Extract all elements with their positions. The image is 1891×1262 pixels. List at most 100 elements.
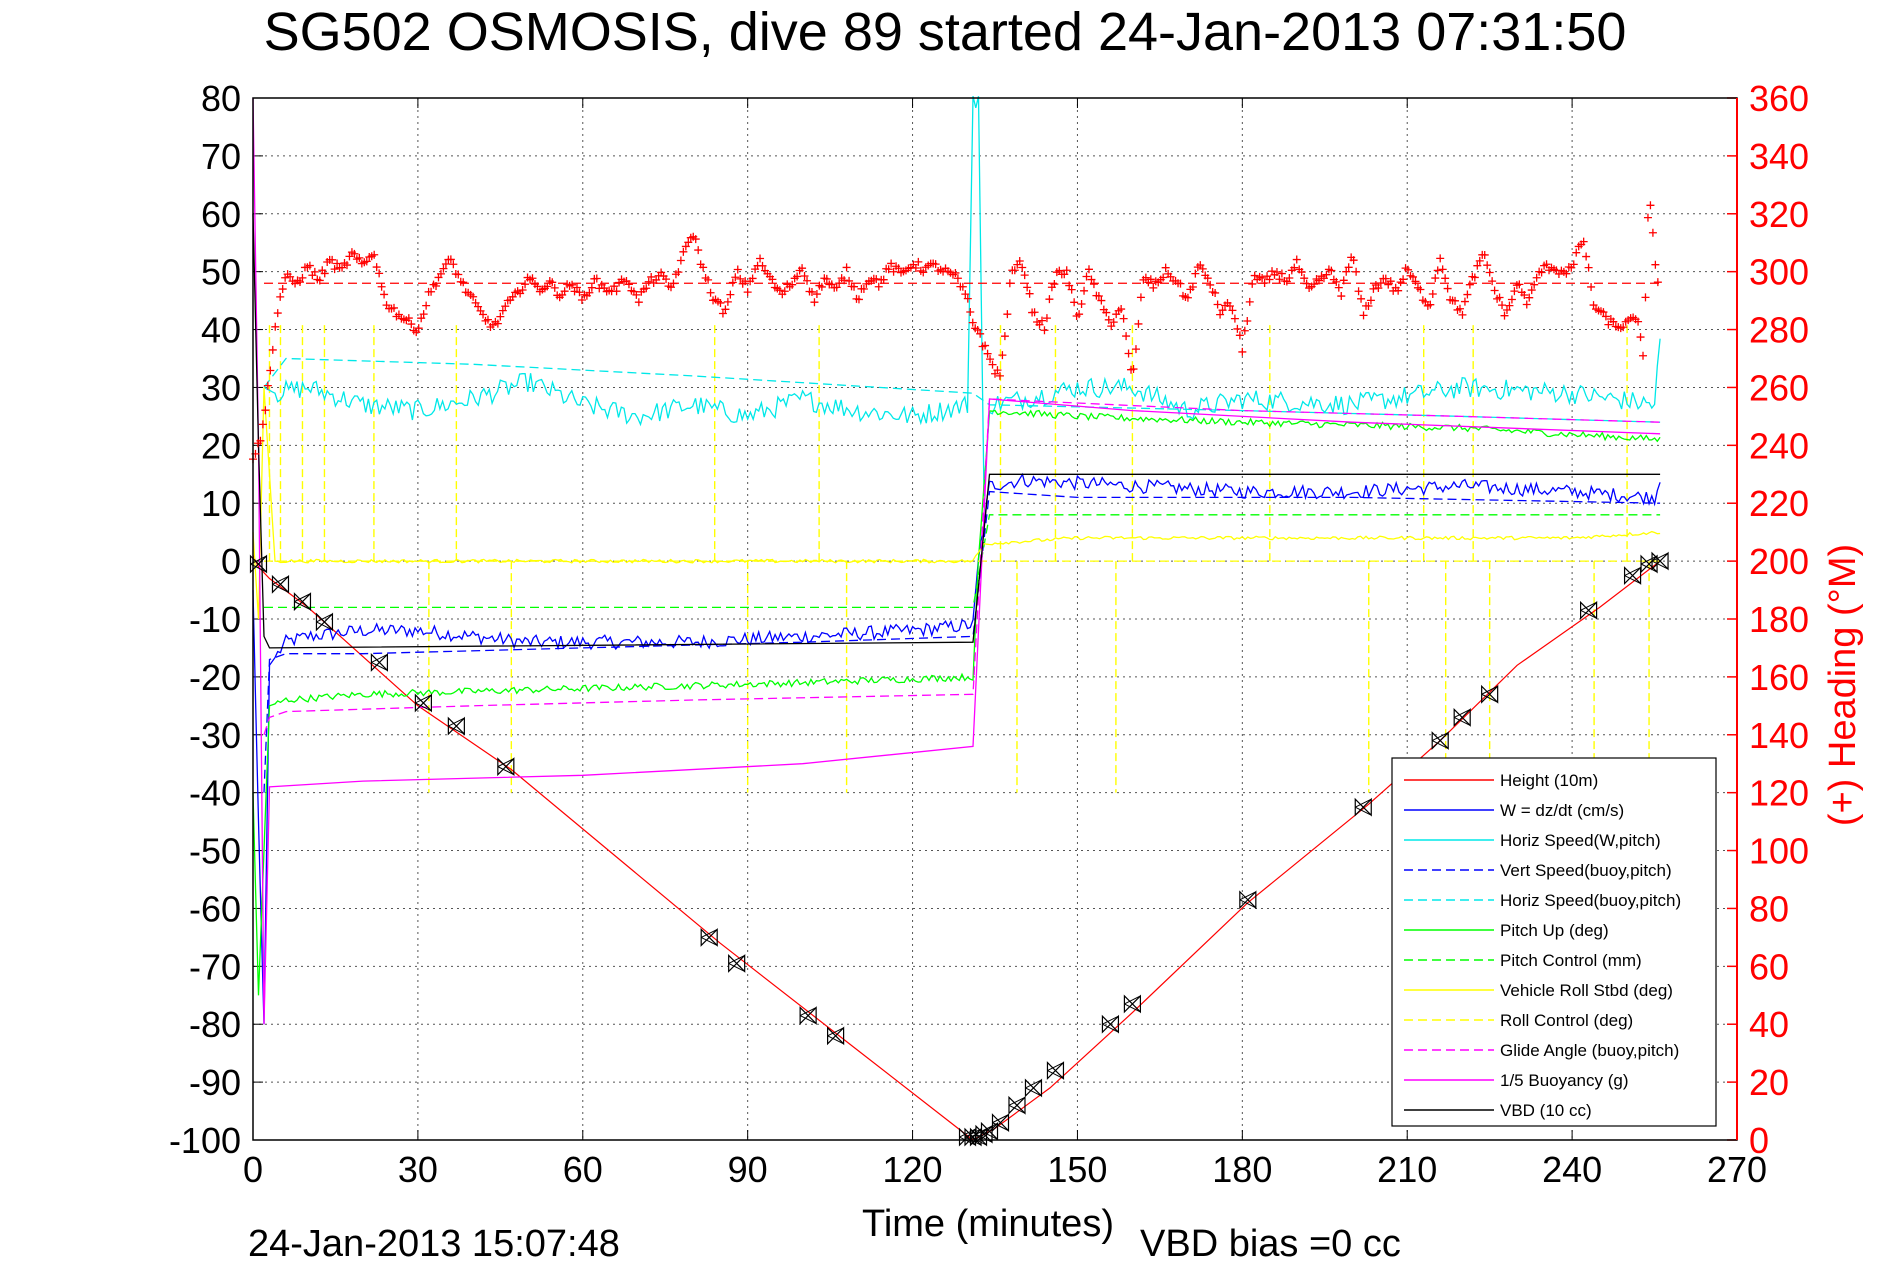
heading-marker	[817, 282, 826, 291]
heading-marker	[1433, 266, 1442, 275]
heading-marker	[1507, 295, 1516, 304]
heading-marker	[1386, 277, 1395, 286]
heading-marker	[370, 250, 379, 259]
heading-marker	[840, 276, 849, 285]
y-tick-label: 20	[201, 425, 241, 466]
heading-marker	[723, 297, 732, 306]
heading-marker	[1216, 310, 1225, 319]
heading-marker	[1005, 279, 1014, 288]
heading-marker	[1470, 273, 1479, 282]
heading-marker	[479, 310, 488, 319]
heading-marker	[1584, 263, 1593, 272]
y2-tick-label: 280	[1749, 310, 1809, 351]
heading-marker	[652, 275, 661, 284]
x-tick-label: 210	[1377, 1149, 1437, 1190]
heading-marker	[706, 288, 715, 297]
heading-marker	[993, 366, 1002, 375]
heading-marker	[731, 273, 740, 282]
heading-marker	[1250, 271, 1259, 280]
heading-marker	[1520, 290, 1529, 299]
heading-marker	[1258, 273, 1267, 282]
heading-marker	[1374, 284, 1383, 293]
glide-marker-inner	[959, 1128, 976, 1146]
heading-marker	[919, 268, 928, 277]
heading-marker	[1498, 301, 1507, 310]
heading-marker	[1042, 314, 1051, 323]
heading-marker	[1228, 306, 1237, 315]
glide-marker-inner	[981, 1122, 998, 1140]
heading-marker	[1394, 286, 1403, 295]
heading-marker	[726, 290, 735, 299]
heading-marker	[953, 274, 962, 283]
heading-marker	[1275, 275, 1284, 284]
heading-marker	[1428, 289, 1437, 298]
heading-marker	[1643, 213, 1652, 222]
heading-marker	[1502, 305, 1511, 314]
heading-marker	[966, 308, 975, 317]
y-tick-label: -20	[189, 657, 241, 698]
heading-marker	[998, 351, 1007, 360]
heading-marker	[832, 283, 841, 292]
heading-marker	[1537, 268, 1546, 277]
heading-marker	[1455, 304, 1464, 313]
heading-marker	[1483, 261, 1492, 270]
y-tick-label: -70	[189, 946, 241, 987]
glide-marker	[700, 927, 718, 947]
heading-marker	[372, 263, 381, 272]
glide-marker-inner	[1355, 798, 1372, 816]
heading-marker	[1646, 201, 1655, 210]
heading-marker	[743, 288, 752, 297]
heading-marker	[1619, 323, 1628, 332]
x-tick-label: 90	[728, 1149, 768, 1190]
heading-marker	[1203, 274, 1212, 283]
legend-label: 1/5 Buoyancy (g)	[1500, 1071, 1629, 1090]
glide-marker	[1453, 707, 1471, 727]
heading-marker	[1315, 276, 1324, 285]
heading-marker	[788, 280, 797, 289]
heading-marker	[1522, 300, 1531, 309]
heading-marker	[874, 282, 883, 291]
heading-marker	[669, 279, 678, 288]
heading-marker	[691, 235, 700, 244]
heading-marker	[1366, 296, 1375, 305]
heading-marker	[716, 298, 725, 307]
heading-marker	[884, 265, 893, 274]
heading-marker	[1438, 265, 1447, 274]
heading-marker	[528, 274, 537, 283]
heading-marker	[800, 272, 809, 281]
glide-marker	[1046, 1061, 1065, 1080]
series-line-vert-speed-buoy-pitch-	[263, 490, 1661, 793]
heading-marker	[1149, 283, 1158, 292]
heading-marker	[679, 247, 688, 256]
heading-marker	[417, 314, 426, 323]
heading-marker	[298, 273, 307, 282]
y2-tick-label: 20	[1749, 1062, 1789, 1103]
heading-marker	[733, 265, 742, 274]
heading-marker	[1075, 310, 1084, 319]
y2-tick-label: 120	[1749, 773, 1809, 814]
heading-marker	[1070, 298, 1079, 307]
heading-marker	[1421, 297, 1430, 306]
heading-marker	[1648, 228, 1657, 237]
heading-marker	[1159, 273, 1168, 282]
heading-marker	[1206, 280, 1215, 289]
glide-marker-inner	[371, 653, 388, 671]
heading-marker	[315, 276, 324, 285]
heading-marker	[1364, 301, 1373, 310]
heading-marker	[798, 264, 807, 273]
heading-marker	[1050, 280, 1059, 289]
heading-marker	[1572, 248, 1581, 257]
heading-marker	[427, 287, 436, 296]
heading-marker	[780, 287, 789, 296]
heading-marker	[1211, 288, 1220, 297]
series-line-horiz-speed-w-pitch-	[263, 95, 1661, 497]
y-tick-label: -80	[189, 1004, 241, 1045]
glide-marker	[370, 652, 389, 672]
heading-marker	[859, 285, 868, 294]
heading-marker	[1636, 333, 1645, 342]
heading-marker	[1441, 274, 1450, 283]
heading-marker	[1015, 257, 1024, 266]
heading-marker	[1010, 266, 1019, 275]
heading-marker	[1260, 278, 1269, 287]
